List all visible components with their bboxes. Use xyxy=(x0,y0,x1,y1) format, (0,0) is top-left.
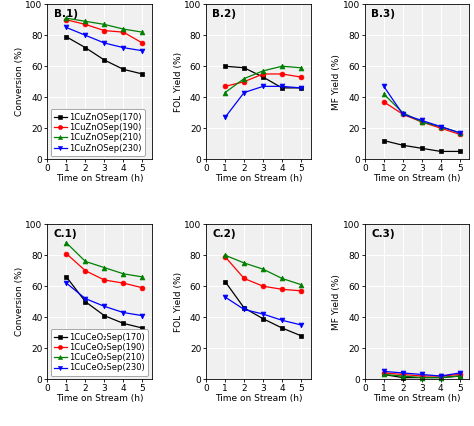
Y-axis label: Conversion (%): Conversion (%) xyxy=(15,267,24,336)
Y-axis label: MF Yield (%): MF Yield (%) xyxy=(332,274,341,330)
Legend: 1CuZnOSep(170), 1CuZnOSep(190), 1CuZnOSep(210), 1CuZnOSep(230): 1CuZnOSep(170), 1CuZnOSep(190), 1CuZnOSe… xyxy=(51,109,145,156)
Y-axis label: Conversion (%): Conversion (%) xyxy=(15,47,24,116)
Text: C.2): C.2) xyxy=(212,229,236,239)
X-axis label: Time on Stream (h): Time on Stream (h) xyxy=(215,174,302,184)
Text: C.1): C.1) xyxy=(54,229,77,239)
X-axis label: Time on Stream (h): Time on Stream (h) xyxy=(56,174,143,184)
Legend: 1CuCeO₂Sep(170), 1CuCeO₂Sep(190), 1CuCeO₂Sep(210), 1CuCeO₂Sep(230): 1CuCeO₂Sep(170), 1CuCeO₂Sep(190), 1CuCeO… xyxy=(51,329,148,376)
X-axis label: Time on Stream (h): Time on Stream (h) xyxy=(215,394,302,403)
Y-axis label: FOL Yield (%): FOL Yield (%) xyxy=(173,272,182,332)
Y-axis label: MF Yield (%): MF Yield (%) xyxy=(332,54,341,109)
X-axis label: Time on Stream (h): Time on Stream (h) xyxy=(56,394,143,403)
Y-axis label: FOL Yield (%): FOL Yield (%) xyxy=(173,52,182,112)
Text: B.2): B.2) xyxy=(212,9,237,19)
X-axis label: Time on Stream (h): Time on Stream (h) xyxy=(374,394,461,403)
Text: B.3): B.3) xyxy=(371,9,395,19)
X-axis label: Time on Stream (h): Time on Stream (h) xyxy=(374,174,461,184)
Text: B.1): B.1) xyxy=(54,9,78,19)
Text: C.3): C.3) xyxy=(371,229,395,239)
